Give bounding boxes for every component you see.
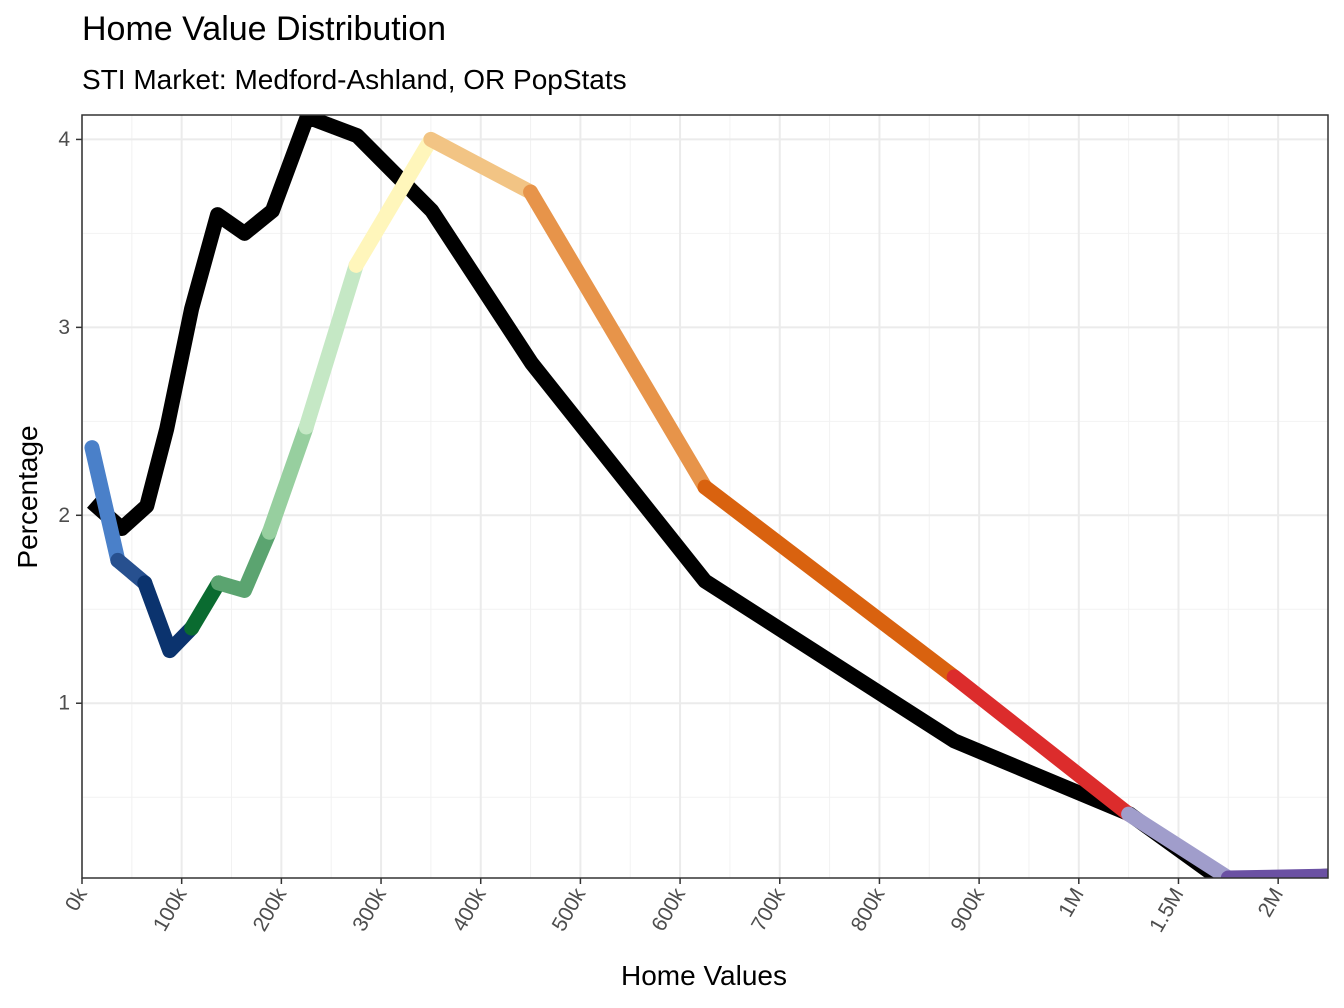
bracket-segment-7 [348, 131, 439, 273]
x-tick-label: 1.5M [1145, 884, 1188, 936]
x-tick-label: 300k [348, 884, 391, 935]
grid-layer [81, 115, 1328, 878]
x-tick-label: 0k [61, 884, 92, 915]
bracket-segment-6 [298, 257, 364, 435]
x-tick-label: 100k [149, 884, 192, 935]
y-tick-label: 4 [58, 128, 70, 151]
bracket-segment-4 [211, 524, 277, 598]
x-tick-label: 800k [847, 884, 890, 935]
bracket-segment-8 [423, 131, 539, 200]
bracket-segment-12 [1121, 806, 1236, 878]
y-tick-label: 1 [58, 692, 70, 715]
y-tick-label: 3 [58, 316, 70, 339]
x-tick-label: 500k [548, 884, 591, 935]
x-tick-label: 400k [448, 884, 491, 935]
chart-title: Home Value Distribution [82, 10, 447, 48]
panel-border [81, 114, 1329, 879]
bracket-segment-5 [261, 419, 314, 540]
bracket-segment-0 [84, 440, 126, 568]
bracket-segment-10 [697, 479, 962, 685]
x-tick-label: 1M [1054, 884, 1089, 921]
bracket-segment-11 [946, 669, 1137, 822]
bracket-segment-2 [137, 575, 200, 659]
x-tick-label: 2M [1254, 884, 1289, 921]
bracket-segment-3 [184, 575, 227, 636]
x-tick-label: 900k [946, 884, 989, 935]
x-tick-label: 700k [747, 884, 790, 935]
y-tick-label: 2 [58, 504, 70, 527]
x-tick-label: 200k [249, 884, 292, 935]
x-tick-label: 600k [647, 884, 690, 935]
x-axis-label: Home Values [620, 960, 788, 991]
chart-subtitle: STI Market: Medford-Ashland, OR PopStats [82, 64, 627, 95]
bracket-segment-9 [523, 184, 713, 495]
series-layer [84, 115, 1328, 878]
reference-series-line [87, 115, 1328, 878]
